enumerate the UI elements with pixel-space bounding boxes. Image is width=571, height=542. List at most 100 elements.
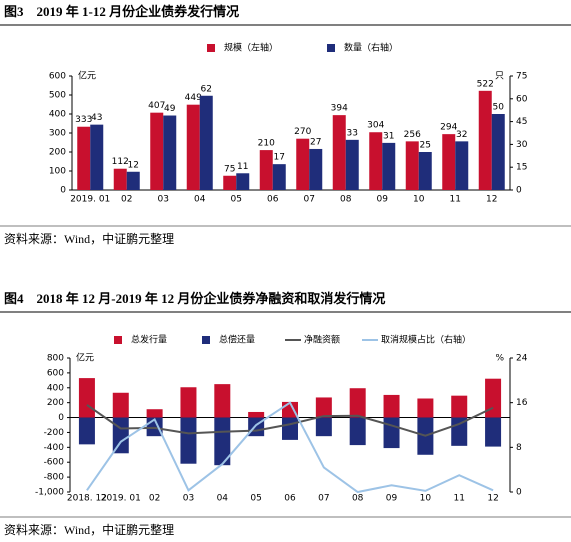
data-label: 17: [274, 153, 285, 163]
bar: [315, 417, 332, 437]
data-label: 25: [420, 141, 431, 151]
x-tick-label: 05: [231, 195, 242, 205]
data-label: 304: [367, 121, 384, 131]
data-label: 407: [148, 101, 165, 111]
bar: [282, 417, 298, 440]
legend-swatch: [202, 336, 210, 344]
x-tick-label: 10: [420, 494, 432, 504]
y2-tick-label: 8: [516, 443, 522, 453]
x-tick-label: 2019. 01: [70, 195, 110, 205]
x-tick-label: 08: [340, 195, 352, 205]
line: [86, 404, 494, 437]
bar: [382, 142, 396, 190]
x-tick-label: 12: [486, 195, 497, 205]
x-tick-label: 08: [352, 494, 364, 504]
y2-tick-label: 75: [516, 72, 527, 82]
data-label: 32: [456, 130, 467, 140]
bar: [345, 139, 359, 190]
legend-label: 总发行量: [131, 334, 167, 346]
data-label: 11: [237, 162, 248, 172]
bar: [248, 411, 265, 418]
bar: [150, 112, 164, 190]
figure-title: 图4 2018 年 12 月-2019 年 12 月份企业债券净融资和取消发行情…: [4, 291, 385, 306]
legend-label: 净融资额: [304, 334, 340, 346]
y2-tick-label: 60: [516, 94, 528, 104]
bar: [90, 124, 104, 190]
bar: [236, 173, 250, 190]
x-tick-label: 12: [487, 494, 498, 504]
y2-tick-label: 0: [516, 488, 522, 498]
x-tick-label: 05: [250, 494, 261, 504]
bar: [417, 398, 434, 418]
y2-tick-label: 30: [516, 140, 528, 150]
x-tick-label: 02: [121, 195, 132, 205]
x-tick-label: 07: [304, 195, 315, 205]
bar: [315, 397, 332, 418]
bar: [214, 417, 231, 466]
y2-tick-label: 0: [516, 186, 522, 196]
x-tick-label: 11: [450, 195, 461, 205]
y-tick-label: -800: [44, 473, 65, 483]
x-tick-label: 11: [454, 494, 465, 504]
data-label: 33: [347, 128, 358, 138]
legend-swatch: [327, 44, 335, 52]
bar: [163, 115, 177, 190]
x-tick-label: 07: [318, 494, 329, 504]
line: [86, 401, 494, 494]
bar: [491, 114, 505, 190]
bar: [113, 168, 127, 190]
x-tick-label: 04: [194, 195, 206, 205]
bar: [451, 395, 468, 418]
y-tick-label: -1,000: [35, 488, 64, 498]
data-label: 210: [258, 139, 275, 149]
bar: [485, 378, 502, 418]
y-tick-label: -200: [44, 428, 65, 438]
y-axis-unit: 亿元: [76, 352, 94, 364]
bar: [112, 417, 129, 454]
data-label: 12: [128, 160, 139, 170]
bar: [78, 378, 95, 418]
data-label: 49: [164, 104, 176, 114]
x-tick-label: 03: [158, 195, 169, 205]
data-label: 75: [224, 164, 235, 174]
y-tick-label: 0: [60, 186, 66, 196]
data-label: 27: [310, 137, 321, 147]
bar: [383, 417, 400, 449]
data-label: 50: [493, 103, 505, 113]
bar: [180, 417, 197, 464]
figure-title: 图3 2019 年 1-12 月份企业债券发行情况: [4, 4, 239, 19]
source-note: 资料来源：Wind，中证鹏元整理: [4, 522, 174, 537]
y2-tick-label: 16: [516, 398, 528, 408]
bar: [78, 417, 95, 445]
x-tick-label: 02: [149, 494, 160, 504]
bar: [349, 417, 366, 446]
data-label: 62: [201, 84, 212, 94]
bar: [309, 148, 323, 190]
x-tick-label: 2018. 12: [67, 494, 107, 504]
data-label: 31: [383, 131, 394, 141]
y-tick-label: 500: [49, 91, 66, 101]
bar: [485, 417, 502, 447]
legend-label: 总偿还量: [219, 334, 255, 346]
y-tick-label: -400: [44, 443, 65, 453]
legend-label: 规模（左轴）: [224, 42, 278, 54]
bar: [369, 132, 383, 190]
bar: [383, 394, 400, 418]
data-label: 112: [112, 157, 129, 167]
data-label: 270: [294, 127, 311, 137]
bar: [455, 141, 469, 190]
y-tick-label: 100: [49, 167, 66, 177]
data-label: 333: [75, 115, 92, 125]
bar: [296, 138, 310, 190]
x-tick-label: 2019. 01: [101, 494, 141, 504]
legend-swatch: [114, 336, 122, 344]
y-tick-label: 200: [49, 148, 66, 158]
y-tick-label: 300: [49, 129, 66, 139]
y-tick-label: 0: [58, 413, 64, 423]
y-axis-unit: 亿元: [78, 70, 96, 82]
x-tick-label: 09: [377, 195, 389, 205]
bar: [77, 126, 91, 190]
bar: [180, 387, 197, 418]
bar: [478, 90, 492, 190]
